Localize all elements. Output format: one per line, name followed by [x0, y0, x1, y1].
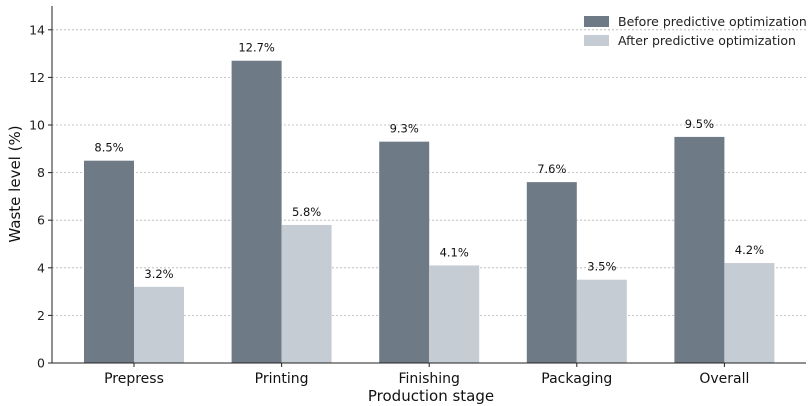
- legend-swatch: [584, 35, 609, 46]
- x-tick-label: Overall: [699, 371, 749, 387]
- y-tick-label: 0: [37, 356, 45, 371]
- bars: [84, 60, 775, 364]
- data-label: 4.2%: [735, 243, 764, 257]
- legend-swatch: [584, 16, 609, 27]
- x-tick-label: Packaging: [541, 371, 612, 387]
- data-label: 3.5%: [587, 260, 616, 274]
- data-label: 9.3%: [390, 122, 419, 136]
- x-ticks: Prepress Printing Finishing Packaging Overal…: [104, 363, 749, 387]
- legend-label: After predictive optimization: [618, 33, 796, 48]
- legend: Before predictive optimization After pred…: [584, 14, 807, 48]
- y-axis-title: Waste level (%): [6, 125, 24, 242]
- bar-after-finishing: [429, 265, 480, 363]
- data-label: 3.2%: [144, 267, 173, 281]
- x-axis-title: Production stage: [368, 387, 494, 405]
- data-labels: 8.5% 3.2% 12.7% 5.8% 9.3% 4.1% 7.6% 3.5% 9.5% 4.2…: [94, 41, 764, 281]
- y-tick-label: 6: [37, 213, 45, 228]
- data-label: 12.7%: [238, 41, 275, 55]
- x-tick-label: Prepress: [104, 371, 164, 387]
- y-tick-label: 4: [37, 260, 45, 275]
- bar-before-printing: [231, 60, 282, 364]
- bar-before-prepress: [84, 160, 134, 363]
- bar-after-overall: [724, 263, 775, 363]
- data-label: 9.5%: [685, 117, 714, 131]
- y-tick-label: 8: [37, 165, 45, 180]
- bar-before-overall: [674, 136, 725, 363]
- y-tick-label: 12: [29, 70, 45, 85]
- bar-after-prepress: [134, 286, 184, 363]
- x-tick-label: Finishing: [398, 371, 460, 387]
- bar-before-packaging: [526, 182, 577, 363]
- x-tick-label: Printing: [255, 371, 309, 387]
- bar-after-printing: [281, 224, 332, 363]
- data-label: 7.6%: [537, 162, 566, 176]
- y-ticks: 0 2 4 6 8 10 12 14: [29, 22, 52, 371]
- data-label: 8.5%: [94, 141, 123, 155]
- data-label: 5.8%: [292, 205, 321, 219]
- legend-label: Before predictive optimization: [618, 14, 807, 29]
- y-tick-label: 10: [29, 118, 45, 133]
- bar-before-finishing: [379, 141, 430, 363]
- y-tick-label: 2: [37, 308, 45, 323]
- bar-after-packaging: [576, 279, 627, 363]
- y-tick-label: 14: [29, 22, 45, 37]
- data-label: 4.1%: [440, 245, 469, 259]
